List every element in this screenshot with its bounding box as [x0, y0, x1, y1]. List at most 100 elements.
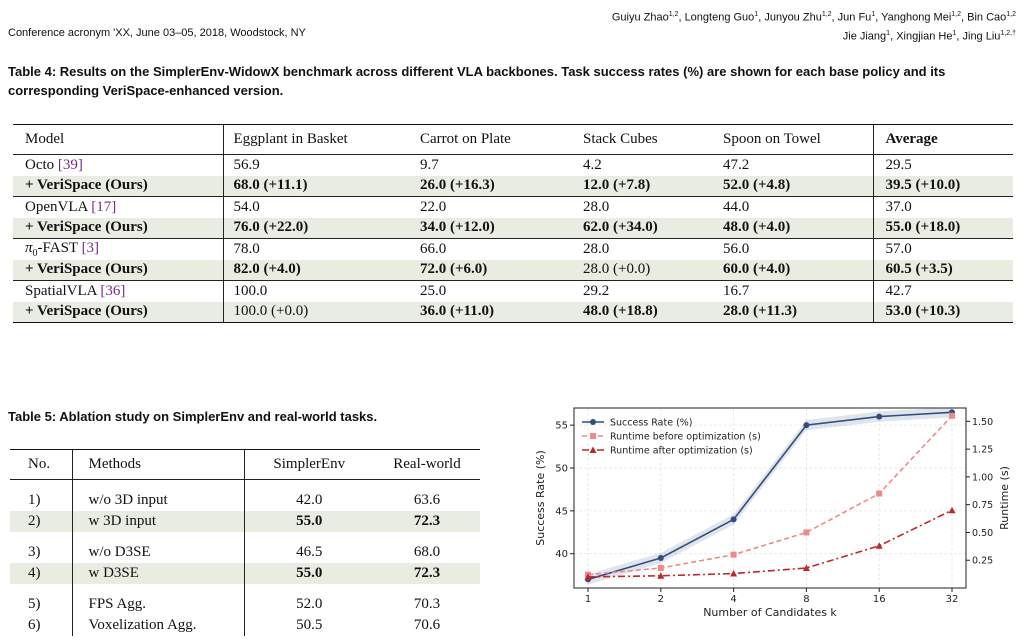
table-cell: 72.0 (+6.0): [410, 259, 573, 281]
model-name: + VeriSpace (Ours): [13, 217, 223, 239]
table4-caption: Table 4: Results on the SimplerEnv-Widow…: [8, 64, 946, 98]
table-cell: 70.6: [413, 616, 441, 633]
table5: No. Methods SimplerEnv Real-world 1) w/o 3D i…: [10, 449, 480, 636]
citation-link[interactable]: [36]: [100, 282, 126, 299]
column-header: Real-world: [364, 449, 480, 480]
table-cell: 25.0: [410, 280, 573, 302]
table-cell: 60.0 (+4.0): [713, 259, 873, 281]
data-point: [657, 565, 664, 571]
legend-label: Success Rate (%): [610, 418, 693, 429]
y2-tick-label: 1.25: [972, 445, 993, 456]
table-row: Octo [39] 56.9 9.7 4.2 47.2 29.5: [13, 154, 1013, 176]
data-point: [584, 573, 592, 580]
table-cell: 70.3: [413, 595, 441, 612]
author-affiliation: 1,2: [1006, 11, 1016, 18]
author-name: Xingjian He: [896, 30, 953, 43]
legend-label: Runtime after optimization (s): [610, 446, 753, 457]
author-name: Bin Cao: [967, 11, 1007, 24]
data-point: [802, 564, 810, 571]
table-cell: 57.0: [872, 238, 1013, 260]
candidates-line-chart: 1 2 4 8 16 32 40 45 50 55 0.25 0.50 0.75 1.00 1.25 1.50…: [534, 407, 1011, 619]
data-point: [875, 542, 883, 549]
data-point: [803, 422, 810, 429]
table-cell: 29.5: [872, 154, 1013, 176]
table-cell: 16.7: [713, 280, 873, 302]
author-name: Jun Fu: [837, 11, 872, 24]
table-cell: 42.7: [872, 280, 1013, 302]
authors-line-1: Guiyu Zhao1,2, Longteng Guo1, Junyou Zhu…: [611, 11, 1016, 24]
citation-link[interactable]: [39]: [57, 156, 83, 173]
table-cell: 78.0: [222, 238, 410, 260]
table-cell: 48.0 (+18.8): [573, 301, 713, 323]
data-point: [730, 516, 737, 523]
y2-tick-label: 1.50: [972, 417, 993, 428]
table-cell: 39.5 (+10.0): [872, 175, 1013, 197]
data-point: [948, 506, 956, 514]
table-cell: 36.0 (+11.0): [410, 301, 573, 323]
table-row-highlighted: + VeriSpace (Ours) 82.0 (+4.0) 72.0 (+6.0)…: [13, 259, 1013, 281]
citation-link[interactable]: [17]: [91, 198, 117, 215]
author-affiliation: 1: [952, 29, 957, 37]
data-point: [803, 529, 810, 536]
y-axis-label: Success Rate (%): [534, 450, 547, 546]
data-point: [730, 551, 737, 558]
row-number: 6): [28, 616, 41, 633]
author-affiliation: 1: [871, 11, 876, 18]
table-cell: 28.0 (+11.3): [713, 301, 873, 323]
model-name: + VeriSpace (Ours): [13, 175, 223, 197]
running-header-left: Conference acronym 'XX, June 03–05, 2018…: [8, 27, 306, 39]
row-number: 3): [28, 543, 41, 560]
data-point: [657, 572, 665, 579]
row-number: 5): [28, 595, 41, 612]
column-header: No.: [10, 449, 72, 480]
method-name: FPS Agg.: [71, 593, 244, 615]
data-point: [876, 490, 883, 497]
table-row: 5) FPS Agg. 52.0 70.3: [10, 593, 480, 615]
table-cell: 55.0: [243, 562, 364, 584]
y2-tick-label: 0.25: [972, 556, 993, 567]
table-cell: 100.0: [222, 280, 410, 302]
table-cell: 26.0 (+16.3): [410, 175, 573, 197]
table-cell: 12.0 (+7.8): [573, 175, 713, 197]
author-name: Jing Liu: [962, 30, 1001, 43]
table-cell: 52.0: [243, 593, 364, 615]
data-point: [730, 570, 738, 577]
y-tick-label: 45: [555, 506, 568, 517]
group-spacer: [10, 531, 480, 542]
author-affiliation: 1,2,†: [1000, 29, 1016, 37]
y2-tick-label: 0.75: [972, 500, 993, 511]
column-header: Spoon on Towel: [713, 124, 873, 155]
model-name: SpatialVLA [36]: [13, 280, 223, 302]
column-header: Average: [872, 124, 1013, 155]
table5-header-row: No. Methods SimplerEnv Real-world: [10, 449, 480, 480]
table-cell: 100.0 (+0.0): [222, 301, 410, 323]
citation-link[interactable]: [3]: [81, 239, 100, 256]
legend-marker: [589, 446, 597, 453]
table-cell: 48.0 (+4.0): [713, 217, 873, 239]
table-cell: 76.0 (+22.0): [222, 217, 410, 239]
table-cell: 68.0: [413, 543, 441, 560]
table4-header-row: Model Eggplant in Basket Carrot on Plate St…: [13, 124, 1013, 155]
table-cell: 53.0 (+10.3): [872, 301, 1013, 323]
model-name: + VeriSpace (Ours): [13, 259, 223, 281]
table-row: 2) w 3D input 55.0 72.3: [10, 510, 480, 532]
table-cell: 46.5: [243, 541, 364, 563]
table-row-highlighted: + VeriSpace (Ours) 100.0 (+0.0) 36.0 (+11.…: [13, 301, 1013, 323]
author-name: Yanghong Mei: [881, 11, 952, 24]
author-affiliation: 1: [754, 11, 759, 18]
y2-axis-label: Runtime (s): [998, 466, 1011, 530]
table-cell: 44.0: [713, 196, 873, 218]
x-tick-label: 32: [946, 594, 959, 605]
legend-label: Runtime before optimization (s): [610, 432, 761, 443]
table-cell: 66.0: [410, 238, 573, 260]
table-cell: 62.0 (+34.0): [573, 217, 713, 239]
table-cell: 63.6: [413, 491, 441, 508]
x-tick-label: 2: [658, 594, 664, 605]
table-cell: 56.0: [713, 238, 873, 260]
confidence-band: [588, 407, 952, 585]
table-cell: 55.0: [243, 510, 364, 532]
group-spacer: [10, 479, 480, 490]
table-cell: 68.0 (+11.1): [222, 175, 410, 197]
method-name: w/o 3D input: [71, 489, 244, 511]
y-tick-label: 50: [555, 464, 568, 475]
